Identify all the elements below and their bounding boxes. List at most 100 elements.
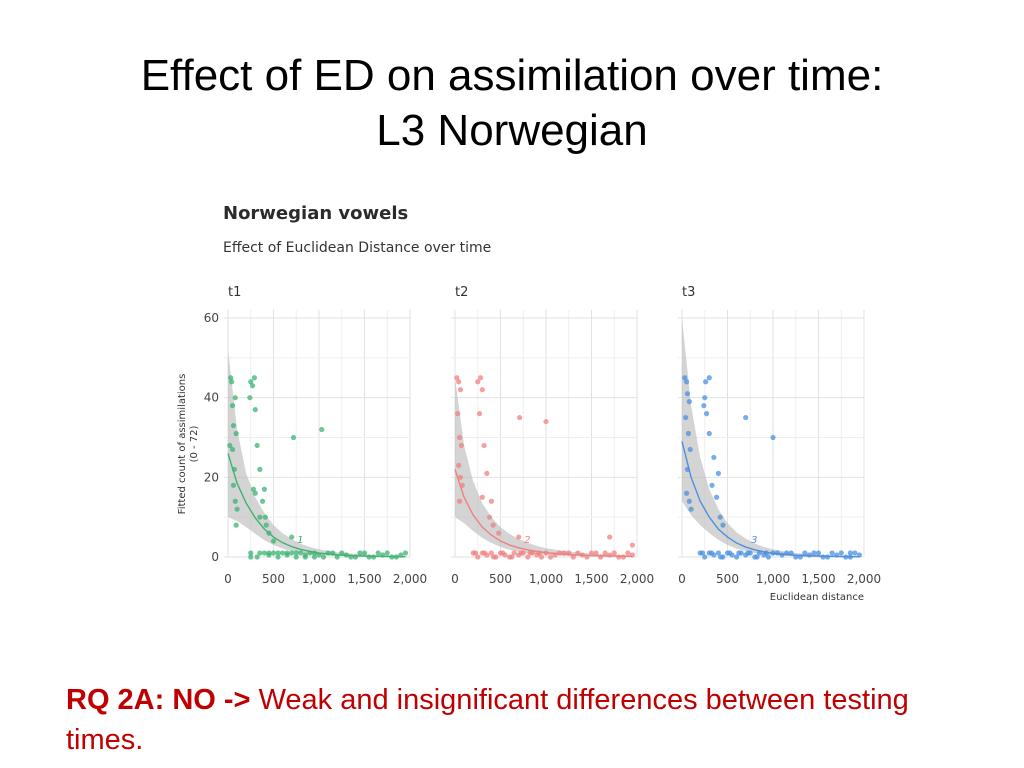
data-point bbox=[275, 554, 281, 560]
data-point bbox=[261, 550, 267, 556]
data-point bbox=[709, 482, 715, 488]
slide-title-line-2: L3 Norwegian bbox=[376, 106, 648, 155]
data-point bbox=[233, 430, 239, 437]
data-point bbox=[275, 550, 281, 556]
data-point bbox=[547, 554, 554, 560]
data-point bbox=[456, 462, 462, 468]
data-point bbox=[570, 554, 576, 560]
fit-label: 1 bbox=[297, 535, 303, 546]
data-point bbox=[250, 486, 257, 492]
x-tick-label: 1,000 bbox=[529, 572, 563, 586]
data-point bbox=[270, 538, 277, 544]
x-tick-label: 500 bbox=[262, 572, 285, 586]
data-point bbox=[811, 550, 817, 556]
x-tick-label: 0 bbox=[678, 572, 686, 586]
data-point bbox=[230, 482, 237, 488]
chart-subtitle: Effect of Euclidean Distance over time bbox=[223, 240, 491, 256]
data-point bbox=[458, 442, 464, 449]
data-point bbox=[701, 403, 707, 409]
x-tick-label: 500 bbox=[489, 572, 512, 586]
data-point bbox=[727, 550, 733, 556]
x-tick-label: 0 bbox=[224, 572, 232, 586]
data-point bbox=[754, 554, 760, 560]
data-point bbox=[770, 434, 776, 441]
x-tick-label: 0 bbox=[451, 572, 459, 586]
data-point bbox=[320, 554, 327, 560]
data-point bbox=[289, 550, 295, 556]
y-tick-label: 20 bbox=[204, 470, 219, 484]
fit-line bbox=[227, 453, 406, 558]
data-point bbox=[802, 550, 808, 556]
data-point bbox=[456, 434, 463, 441]
data-point bbox=[806, 552, 813, 558]
data-point bbox=[311, 554, 318, 560]
data-point bbox=[688, 506, 694, 512]
data-point bbox=[852, 550, 858, 556]
confidence-band bbox=[455, 377, 633, 557]
data-point bbox=[334, 554, 340, 560]
data-point bbox=[325, 550, 331, 556]
fit-line bbox=[681, 441, 860, 558]
data-point bbox=[706, 375, 712, 381]
data-point bbox=[616, 554, 622, 560]
data-point bbox=[402, 550, 409, 556]
data-point bbox=[686, 498, 692, 504]
data-point bbox=[720, 522, 726, 528]
data-point bbox=[629, 542, 636, 548]
data-point bbox=[476, 411, 483, 417]
data-point bbox=[703, 411, 710, 417]
y-tick-label: 0 bbox=[211, 550, 219, 564]
data-point bbox=[230, 422, 237, 429]
data-point bbox=[479, 494, 485, 500]
data-point bbox=[702, 554, 708, 560]
data-point bbox=[706, 430, 712, 437]
data-point bbox=[361, 550, 368, 556]
data-point bbox=[684, 391, 691, 397]
data-point bbox=[229, 446, 236, 453]
data-point bbox=[602, 550, 608, 556]
fit-label: 3 bbox=[751, 535, 757, 546]
data-point bbox=[266, 550, 272, 556]
data-point bbox=[457, 474, 464, 480]
data-point bbox=[477, 375, 484, 381]
data-point bbox=[713, 494, 720, 500]
data-point bbox=[254, 442, 260, 449]
data-point bbox=[472, 550, 479, 556]
data-point bbox=[298, 550, 304, 556]
data-point bbox=[736, 550, 742, 556]
panel-t1: t1 0 500 1,000 1,500 2,000 0 20 40 60 1 bbox=[204, 285, 427, 586]
data-point bbox=[247, 395, 253, 401]
conclusion-answer: RQ 2A: NO -> bbox=[66, 684, 251, 716]
data-point bbox=[518, 550, 524, 556]
data-point bbox=[765, 554, 772, 560]
data-point bbox=[232, 395, 238, 401]
x-tick-label: 1,000 bbox=[756, 572, 790, 586]
data-point bbox=[228, 375, 234, 381]
data-point bbox=[357, 550, 363, 556]
data-point bbox=[375, 550, 381, 556]
data-point bbox=[815, 550, 822, 556]
conclusion: RQ 2A: NO -> Weak and insignificant diff… bbox=[66, 680, 966, 760]
y-axis-range: (0 - 72) bbox=[189, 425, 200, 462]
y-axis-label: Fitted count of assimilations bbox=[177, 374, 188, 515]
data-point bbox=[683, 414, 689, 421]
x-tick-label: 2,000 bbox=[620, 572, 654, 586]
data-point bbox=[302, 554, 308, 560]
data-point bbox=[734, 554, 740, 560]
data-point bbox=[252, 407, 258, 413]
data-point bbox=[488, 498, 494, 504]
data-point bbox=[319, 426, 325, 433]
data-point bbox=[227, 442, 233, 449]
data-point bbox=[366, 554, 372, 560]
data-point bbox=[488, 550, 494, 556]
data-point bbox=[251, 375, 257, 381]
confidence-band bbox=[228, 349, 406, 557]
data-point bbox=[263, 522, 269, 528]
data-point bbox=[538, 554, 545, 560]
data-point bbox=[233, 522, 239, 528]
data-point bbox=[491, 554, 497, 560]
data-point bbox=[820, 554, 826, 560]
data-point bbox=[620, 554, 626, 560]
data-point bbox=[516, 534, 522, 540]
